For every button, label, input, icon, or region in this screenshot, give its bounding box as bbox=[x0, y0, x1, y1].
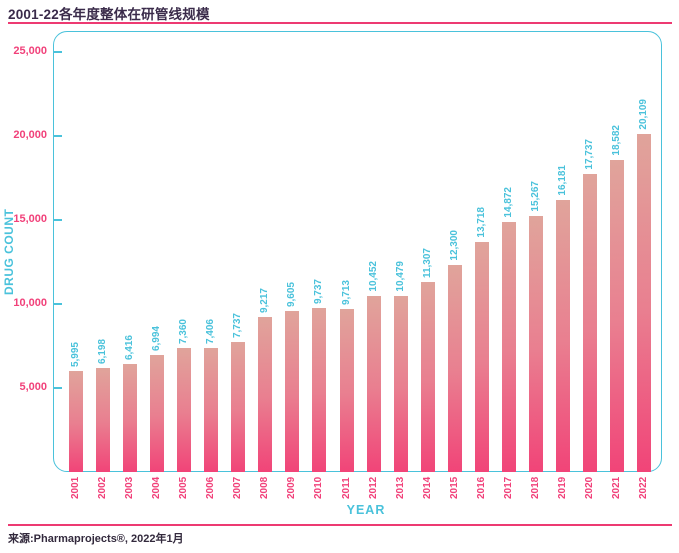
ytick-label: 10,000 bbox=[13, 297, 47, 309]
bar bbox=[123, 364, 138, 472]
x-tick-label: 2019 bbox=[556, 477, 568, 500]
bar-value-label: 9,737 bbox=[313, 278, 325, 304]
ytick-mark bbox=[54, 303, 62, 305]
ytick-label: 5,000 bbox=[19, 381, 47, 393]
bar bbox=[312, 308, 327, 472]
bar bbox=[285, 311, 300, 472]
title-rule bbox=[8, 22, 672, 24]
x-tick-label: 2010 bbox=[313, 477, 325, 500]
ytick-label: 20,000 bbox=[13, 129, 47, 141]
bar-value-label: 18,582 bbox=[611, 125, 622, 156]
chart-frame bbox=[53, 31, 662, 472]
bar-value-label: 6,198 bbox=[97, 338, 109, 364]
x-tick-label: 2016 bbox=[475, 477, 487, 500]
x-tick-label: 2003 bbox=[124, 477, 136, 500]
bar-value-label: 10,479 bbox=[394, 261, 406, 292]
bar bbox=[447, 265, 462, 472]
bar-value-label: 6,994 bbox=[151, 325, 163, 351]
bar bbox=[474, 242, 489, 472]
bar bbox=[69, 371, 83, 472]
bar bbox=[555, 200, 570, 472]
ytick-mark bbox=[54, 135, 62, 137]
bar bbox=[366, 296, 381, 472]
bar bbox=[610, 160, 624, 472]
bar bbox=[177, 348, 192, 472]
bar bbox=[339, 309, 354, 472]
bar-value-label: 9,713 bbox=[340, 279, 352, 305]
x-tick-label: 2021 bbox=[611, 477, 622, 500]
x-tick-label: 2012 bbox=[367, 477, 379, 500]
bar-value-label: 20,109 bbox=[638, 99, 650, 130]
bar-value-label: 7,737 bbox=[232, 312, 244, 338]
x-tick-label: 2015 bbox=[448, 477, 460, 500]
ytick-mark bbox=[54, 219, 62, 221]
bar bbox=[637, 134, 652, 472]
bar-value-label: 7,406 bbox=[205, 318, 217, 344]
bar-value-label: 9,217 bbox=[259, 287, 271, 313]
x-tick-label: 2013 bbox=[394, 477, 406, 500]
bar-value-label: 9,605 bbox=[286, 281, 298, 307]
bar-value-label: 16,181 bbox=[556, 165, 568, 196]
bar bbox=[393, 296, 408, 472]
ytick-label: 15,000 bbox=[13, 213, 47, 225]
x-tick-label: 2022 bbox=[638, 477, 650, 500]
x-tick-label: 2002 bbox=[97, 477, 109, 500]
x-axis-title: YEAR bbox=[346, 503, 386, 517]
bar-value-label: 7,360 bbox=[178, 318, 190, 344]
page-title: 2001-22各年度整体在研管线规模 bbox=[8, 7, 210, 22]
x-tick-label: 2017 bbox=[502, 477, 514, 500]
bar bbox=[528, 216, 543, 472]
bar-value-label: 5,995 bbox=[70, 341, 81, 367]
x-tick-label: 2007 bbox=[232, 477, 244, 500]
bar-value-label: 6,416 bbox=[124, 334, 136, 360]
bar-value-label: 11,307 bbox=[421, 247, 433, 278]
bar bbox=[501, 222, 516, 472]
ytick-label: 25,000 bbox=[13, 45, 47, 57]
x-tick-label: 2001 bbox=[70, 477, 81, 500]
bar bbox=[231, 342, 246, 472]
bar-value-label: 13,718 bbox=[475, 207, 487, 238]
y-axis-title: DRUG COUNT bbox=[2, 208, 16, 295]
x-tick-label: 2011 bbox=[340, 477, 352, 499]
footer-rule bbox=[8, 524, 672, 526]
x-tick-label: 2009 bbox=[286, 477, 298, 500]
bar bbox=[582, 174, 597, 472]
bar bbox=[420, 282, 435, 472]
x-tick-label: 2018 bbox=[529, 477, 541, 500]
bar bbox=[150, 355, 165, 472]
x-tick-label: 2008 bbox=[259, 477, 271, 500]
bar-value-label: 10,452 bbox=[367, 261, 379, 292]
bar bbox=[258, 317, 273, 472]
x-tick-label: 2006 bbox=[205, 477, 217, 500]
bar-value-label: 12,300 bbox=[448, 230, 460, 261]
bar bbox=[96, 368, 111, 472]
bar-value-label: 14,872 bbox=[502, 187, 514, 218]
x-tick-label: 2004 bbox=[151, 477, 163, 500]
bar-value-label: 17,737 bbox=[583, 139, 595, 170]
bar-value-label: 15,267 bbox=[529, 181, 541, 212]
x-tick-label: 2020 bbox=[583, 477, 595, 500]
x-tick-label: 2014 bbox=[421, 477, 433, 500]
x-tick-label: 2005 bbox=[178, 477, 190, 500]
ytick-mark bbox=[54, 51, 62, 53]
ytick-mark bbox=[54, 387, 62, 389]
bar bbox=[204, 348, 219, 472]
source-note: 来源:Pharmaprojects®, 2022年1月 bbox=[8, 533, 184, 545]
